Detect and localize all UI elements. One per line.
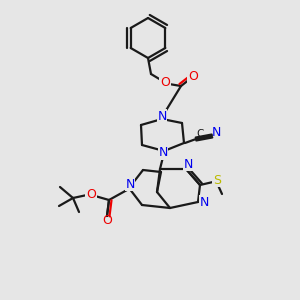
Text: N: N <box>211 125 221 139</box>
Text: S: S <box>213 173 221 187</box>
Text: N: N <box>125 178 135 190</box>
Text: N: N <box>157 110 167 122</box>
Text: C: C <box>196 129 204 139</box>
Text: O: O <box>102 214 112 226</box>
Text: O: O <box>188 70 198 83</box>
Text: O: O <box>86 188 96 200</box>
Text: O: O <box>160 76 170 88</box>
Text: N: N <box>158 146 168 160</box>
Text: N: N <box>199 196 209 208</box>
Text: N: N <box>183 158 193 170</box>
